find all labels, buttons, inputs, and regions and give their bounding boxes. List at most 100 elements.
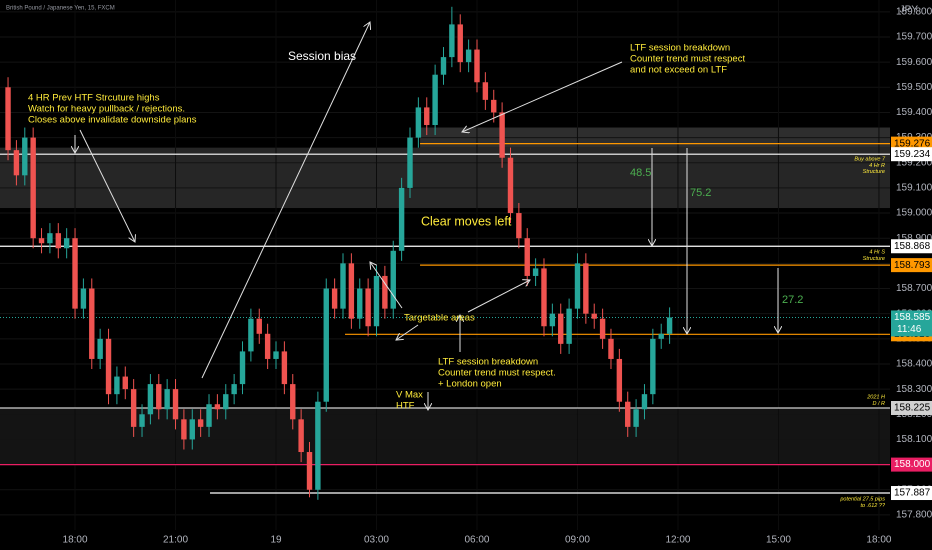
x-tick-label: 15:00 [766, 535, 791, 546]
x-tick-label: 19 [270, 535, 282, 546]
candle-body [491, 99, 497, 113]
annotation: Buy above 7 [854, 156, 886, 162]
candle-body [365, 288, 371, 327]
price-label: 158.225 [894, 403, 931, 414]
y-tick-label: 158.100 [896, 434, 932, 445]
y-tick-label: 159.500 [896, 82, 932, 93]
candle-body [382, 275, 388, 309]
candle-body [432, 74, 438, 126]
candle-body [114, 376, 120, 395]
price-label: 158.868 [894, 241, 931, 252]
candle-body [164, 389, 170, 410]
price-label: 159.234 [894, 149, 931, 160]
candle-body [80, 288, 87, 309]
candle-body [256, 318, 262, 334]
candle-body [398, 187, 405, 251]
x-tick-label: 09:00 [565, 535, 590, 546]
candle-body [465, 49, 472, 63]
y-tick-label: 159.700 [896, 32, 932, 43]
candle-body [507, 157, 514, 214]
candle-body [658, 333, 664, 339]
candle-body [549, 313, 556, 327]
candle-body [331, 288, 338, 309]
y-tick-label: 159.600 [896, 57, 932, 68]
annotation: 75.2 [690, 187, 711, 199]
candle-body [541, 268, 547, 327]
y-tick-label: 158.300 [896, 384, 932, 395]
x-tick-label: 03:00 [364, 535, 389, 546]
candle-body [264, 333, 271, 359]
candle-body [625, 401, 631, 427]
candle-body [424, 107, 430, 126]
candle-body [407, 137, 413, 188]
candle-body [13, 150, 20, 176]
annotation: D / R [872, 401, 885, 407]
candle-body [206, 404, 212, 427]
candle-body [248, 318, 254, 352]
candle-body [348, 263, 355, 319]
candle-body [22, 137, 28, 176]
price-label: 158.793 [894, 260, 931, 271]
price-label: 157.887 [894, 488, 931, 499]
candle-body [566, 308, 572, 344]
y-tick-label: 159.400 [896, 107, 932, 118]
candle-body [223, 394, 229, 410]
price-label-box [891, 486, 932, 501]
annotation: Counter trend must respect. [438, 367, 556, 378]
candle-body [323, 288, 329, 402]
candle-body [214, 404, 221, 410]
candle-body [156, 384, 162, 410]
annotation: + London open [438, 378, 502, 389]
candle-body [189, 419, 195, 440]
candle-body [239, 351, 246, 385]
candle-body [591, 313, 597, 319]
annotation: Session bias [288, 49, 356, 63]
candle-body [105, 338, 112, 395]
zone [0, 147, 890, 209]
candle-body [599, 318, 606, 339]
candle-body [390, 250, 396, 309]
candle-body [558, 313, 564, 344]
candle-body [608, 338, 614, 359]
annotation: Counter trend must respect [630, 53, 745, 64]
annotation: Targetable areas [404, 313, 475, 324]
annotation: 4 Hr S [869, 249, 885, 255]
chart-title: British Pound / Japanese Yen, 15, FXCM [6, 6, 115, 12]
candle-body [5, 87, 11, 151]
price-label-box [891, 258, 932, 273]
candle-body [273, 351, 279, 359]
x-tick-label: 06:00 [464, 535, 489, 546]
annotation: 4 HR Prev HTF Strcuture highs [28, 93, 160, 104]
candle-body [147, 384, 154, 415]
candle-body [38, 238, 45, 244]
candle-body [415, 107, 422, 138]
candle-body [30, 137, 36, 239]
countdown: 11:46 [897, 324, 922, 335]
candle-body [633, 409, 639, 427]
price-label-box [891, 401, 932, 416]
candle-body [616, 358, 623, 402]
candle-body [440, 57, 447, 75]
candle-body [231, 384, 237, 395]
candle-body [197, 419, 204, 427]
last-price-box [891, 310, 932, 337]
candle-body [474, 49, 480, 83]
candle-body [532, 268, 539, 276]
candle-body [457, 24, 463, 63]
x-tick-label: 18:00 [63, 535, 88, 546]
candle-body [583, 263, 589, 314]
annotation: LTF session breakdown [438, 357, 538, 368]
arrow [370, 262, 403, 309]
arrow [201, 22, 370, 379]
candle-body [172, 389, 179, 420]
price-label: 158.000 [894, 459, 931, 470]
candle-body [63, 238, 70, 249]
annotation: Closes above invalidate downside plans [28, 114, 197, 125]
zone [0, 408, 890, 465]
candle-body [373, 275, 380, 327]
arrow [396, 324, 419, 340]
annotation: to .612 ?? [861, 503, 886, 509]
x-tick-label: 21:00 [163, 535, 188, 546]
currency: JPY [900, 5, 919, 16]
